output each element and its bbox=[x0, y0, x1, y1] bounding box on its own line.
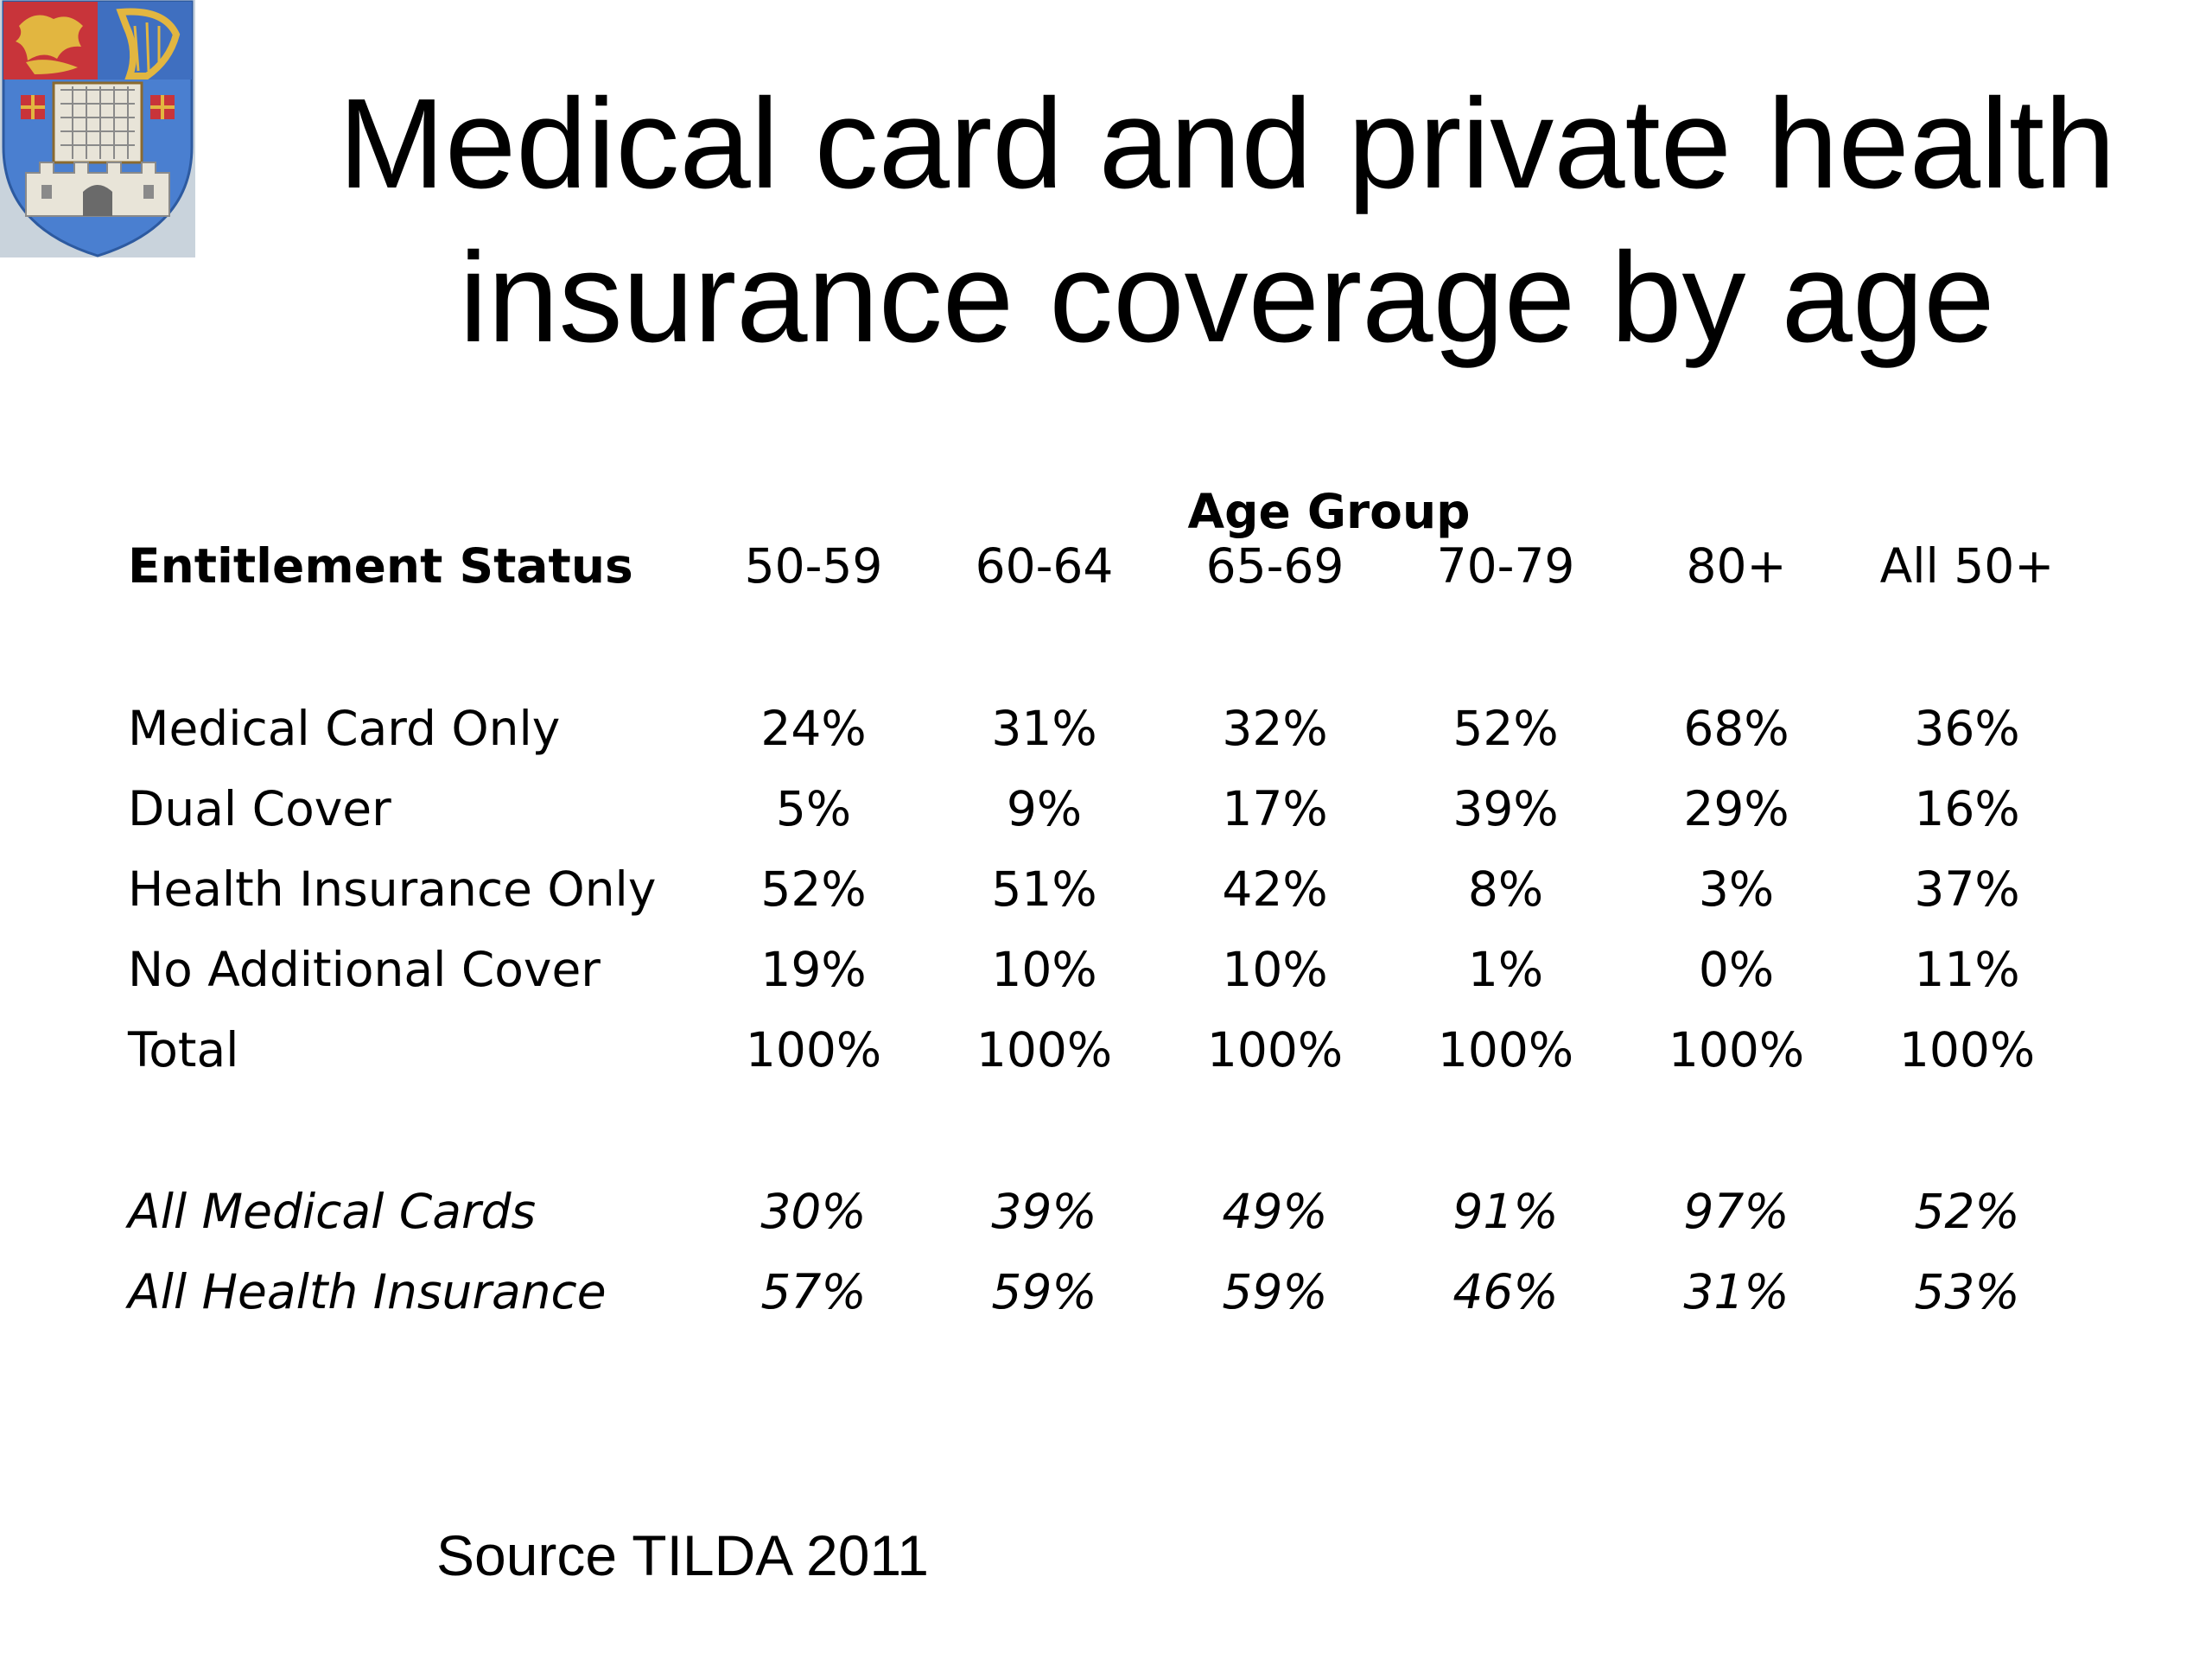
row-label: Health Insurance Only bbox=[128, 861, 657, 917]
table-cell: 52% bbox=[1914, 1183, 2020, 1239]
table-cell: 100% bbox=[1898, 1021, 2036, 1077]
row-label: Total bbox=[128, 1021, 239, 1077]
table-cell: 36% bbox=[1914, 700, 2020, 756]
table-cell: 31% bbox=[1683, 1263, 1789, 1319]
title-line-1: Medical card and private health bbox=[338, 73, 2116, 215]
header-cell: 50-59 bbox=[744, 537, 883, 594]
row-label: Medical Card Only bbox=[128, 700, 561, 756]
table-header-row: Entitlement Status 50-59 60-64 65-69 70-… bbox=[128, 525, 2115, 606]
table-row: Dual Cover 5% 9% 17% 39% 29% 16% bbox=[128, 768, 2115, 849]
table-cell: 37% bbox=[1914, 861, 2020, 917]
table-row-total: Total 100% 100% 100% 100% 100% 100% bbox=[128, 1009, 2115, 1090]
table-cell: 59% bbox=[1222, 1263, 1328, 1319]
row-label: No Additional Cover bbox=[128, 941, 601, 997]
table-cell: 100% bbox=[1668, 1021, 1805, 1077]
summary-row: All Health Insurance 57% 59% 59% 46% 31%… bbox=[128, 1251, 2115, 1332]
header-cell: 70-79 bbox=[1436, 537, 1575, 594]
table-cell: 53% bbox=[1914, 1263, 2020, 1319]
table-cell: 11% bbox=[1914, 941, 2020, 997]
college-crest-icon bbox=[0, 0, 195, 257]
table-cell: 68% bbox=[1683, 700, 1789, 756]
table-cell: 9% bbox=[1006, 780, 1083, 836]
header-cell: 60-64 bbox=[975, 537, 1114, 594]
table-cell: 46% bbox=[1452, 1263, 1559, 1319]
table-cell: 17% bbox=[1222, 780, 1328, 836]
header-cell: 65-69 bbox=[1205, 537, 1344, 594]
table-cell: 29% bbox=[1683, 780, 1789, 836]
table-cell: 5% bbox=[775, 780, 852, 836]
header-label: Entitlement Status bbox=[128, 537, 633, 594]
table-row: No Additional Cover 19% 10% 10% 1% 0% 11… bbox=[128, 929, 2115, 1009]
table-cell: 42% bbox=[1222, 861, 1328, 917]
table-cell: 51% bbox=[991, 861, 1097, 917]
table-cell: 8% bbox=[1467, 861, 1544, 917]
table-row: Health Insurance Only 52% 51% 42% 8% 3% … bbox=[128, 849, 2115, 929]
table-cell: 59% bbox=[991, 1263, 1097, 1319]
table-cell: 24% bbox=[760, 700, 867, 756]
table-cell: 49% bbox=[1222, 1183, 1328, 1239]
table-cell: 10% bbox=[1222, 941, 1328, 997]
header-cell: 80+ bbox=[1686, 537, 1787, 594]
table-cell: 0% bbox=[1698, 941, 1775, 997]
row-label: All Medical Cards bbox=[128, 1183, 537, 1239]
table-cell: 91% bbox=[1452, 1183, 1559, 1239]
table-row: Medical Card Only 24% 31% 32% 52% 68% 36… bbox=[128, 688, 2115, 768]
table-cell: 52% bbox=[1452, 700, 1559, 756]
table-cell: 19% bbox=[760, 941, 867, 997]
source-caption: Source TILDA 2011 bbox=[436, 1523, 929, 1587]
table-cell: 10% bbox=[991, 941, 1097, 997]
table-cell: 97% bbox=[1683, 1183, 1789, 1239]
table-cell: 31% bbox=[991, 700, 1097, 756]
age-group-label: Age Group bbox=[1187, 484, 1471, 539]
table-cell: 1% bbox=[1467, 941, 1544, 997]
table-cell: 3% bbox=[1698, 861, 1775, 917]
row-label: Dual Cover bbox=[128, 780, 391, 836]
table-cell: 100% bbox=[1206, 1021, 1344, 1077]
table-cell: 30% bbox=[760, 1183, 867, 1239]
table-cell: 16% bbox=[1914, 780, 2020, 836]
table-cell: 100% bbox=[1437, 1021, 1574, 1077]
table-cell: 57% bbox=[760, 1263, 867, 1319]
page-title: Medical card and private health insuranc… bbox=[328, 67, 2126, 375]
title-line-2: insurance coverage by age bbox=[459, 226, 1995, 369]
table-cell: 52% bbox=[760, 861, 867, 917]
table-cell: 100% bbox=[976, 1021, 1113, 1077]
table-cell: 32% bbox=[1222, 700, 1328, 756]
row-label: All Health Insurance bbox=[128, 1263, 607, 1319]
summary-row: All Medical Cards 30% 39% 49% 91% 97% 52… bbox=[128, 1171, 2115, 1251]
header-cell: All 50+ bbox=[1879, 537, 2055, 594]
table-cell: 39% bbox=[1452, 780, 1559, 836]
table-cell: 39% bbox=[991, 1183, 1097, 1239]
table-cell: 100% bbox=[745, 1021, 882, 1077]
